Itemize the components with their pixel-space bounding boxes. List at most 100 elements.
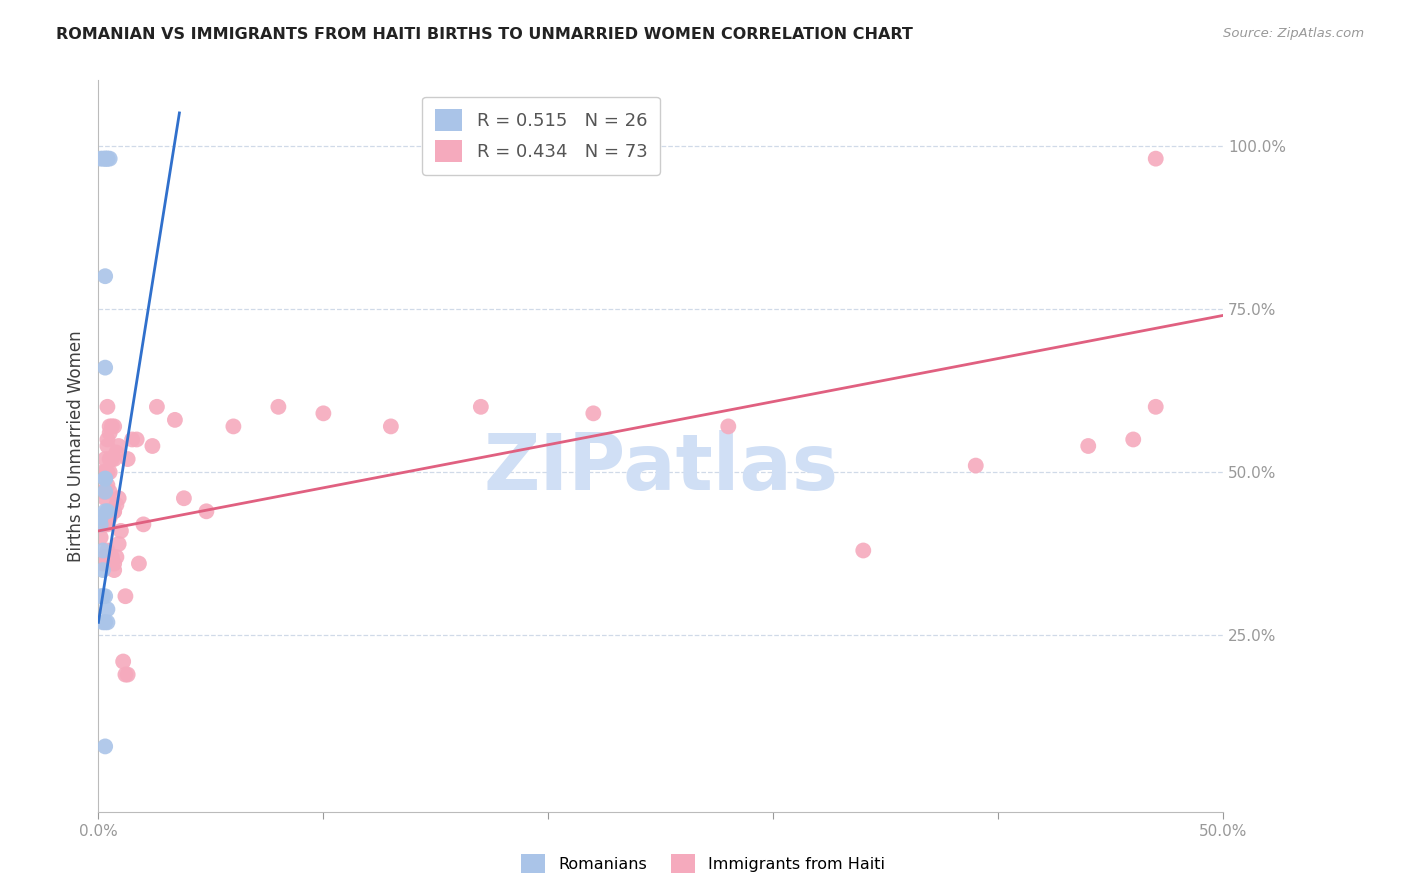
Point — [114, 667, 136, 681]
Point — [98, 484, 121, 499]
Point — [96, 152, 118, 166]
Point — [107, 537, 129, 551]
Point — [141, 439, 163, 453]
Point — [96, 400, 118, 414]
Point — [94, 152, 117, 166]
Point — [94, 484, 117, 499]
Point — [128, 557, 150, 571]
Point — [380, 419, 402, 434]
Point — [110, 524, 132, 538]
Point — [121, 433, 143, 447]
Point — [222, 419, 245, 434]
Point — [101, 452, 124, 467]
Point — [112, 655, 135, 669]
Point — [103, 419, 125, 434]
Point — [94, 504, 117, 518]
Point — [94, 472, 117, 486]
Point — [103, 557, 125, 571]
Point — [132, 517, 155, 532]
Text: ROMANIAN VS IMMIGRANTS FROM HAITI BIRTHS TO UNMARRIED WOMEN CORRELATION CHART: ROMANIAN VS IMMIGRANTS FROM HAITI BIRTHS… — [56, 27, 912, 42]
Point — [717, 419, 740, 434]
Text: Source: ZipAtlas.com: Source: ZipAtlas.com — [1223, 27, 1364, 40]
Point — [105, 445, 128, 459]
Point — [94, 615, 117, 630]
Point — [90, 511, 112, 525]
Point — [101, 419, 124, 434]
Point — [1144, 152, 1167, 166]
Point — [96, 504, 118, 518]
Point — [965, 458, 987, 473]
Point — [103, 504, 125, 518]
Point — [146, 400, 169, 414]
Point — [105, 498, 128, 512]
Point — [94, 472, 117, 486]
Point — [94, 517, 117, 532]
Point — [94, 739, 117, 754]
Point — [91, 152, 114, 166]
Point — [125, 433, 148, 447]
Point — [96, 465, 118, 479]
Point — [163, 413, 186, 427]
Point — [91, 615, 114, 630]
Point — [103, 452, 125, 467]
Point — [195, 504, 218, 518]
Point — [1122, 433, 1144, 447]
Point — [98, 465, 121, 479]
Legend: Romanians, Immigrants from Haiti: Romanians, Immigrants from Haiti — [515, 847, 891, 880]
Point — [107, 491, 129, 506]
Text: ZIPatlas: ZIPatlas — [484, 430, 838, 506]
Point — [94, 589, 117, 603]
Point — [105, 549, 128, 564]
Point — [470, 400, 492, 414]
Point — [91, 563, 114, 577]
Point — [94, 557, 117, 571]
Point — [96, 152, 118, 166]
Point — [94, 484, 117, 499]
Point — [91, 589, 114, 603]
Point — [91, 465, 114, 479]
Point — [91, 517, 114, 532]
Point — [94, 491, 117, 506]
Point — [91, 484, 114, 499]
Point — [96, 478, 118, 492]
Point — [96, 543, 118, 558]
Point — [117, 452, 139, 467]
Point — [94, 360, 117, 375]
Point — [173, 491, 195, 506]
Point — [91, 557, 114, 571]
Point — [103, 504, 125, 518]
Point — [101, 504, 124, 518]
Point — [98, 452, 121, 467]
Point — [96, 439, 118, 453]
Point — [96, 615, 118, 630]
Point — [98, 419, 121, 434]
Point — [582, 406, 605, 420]
Point — [96, 433, 118, 447]
Point — [96, 517, 118, 532]
Point — [98, 504, 121, 518]
Point — [98, 511, 121, 525]
Point — [101, 549, 124, 564]
Point — [96, 602, 118, 616]
Point — [90, 152, 112, 166]
Point — [1144, 400, 1167, 414]
Point — [90, 511, 112, 525]
Point — [852, 543, 875, 558]
Legend: R = 0.515   N = 26, R = 0.434   N = 73: R = 0.515 N = 26, R = 0.434 N = 73 — [422, 96, 659, 175]
Point — [114, 589, 136, 603]
Point — [107, 439, 129, 453]
Point — [267, 400, 290, 414]
Point — [90, 530, 112, 544]
Point — [117, 667, 139, 681]
Point — [94, 517, 117, 532]
Point — [1077, 439, 1099, 453]
Point — [94, 452, 117, 467]
Point — [94, 465, 117, 479]
Y-axis label: Births to Unmarried Women: Births to Unmarried Women — [66, 330, 84, 562]
Point — [98, 425, 121, 440]
Point — [94, 269, 117, 284]
Point — [94, 549, 117, 564]
Point — [312, 406, 335, 420]
Point — [94, 152, 117, 166]
Point — [90, 589, 112, 603]
